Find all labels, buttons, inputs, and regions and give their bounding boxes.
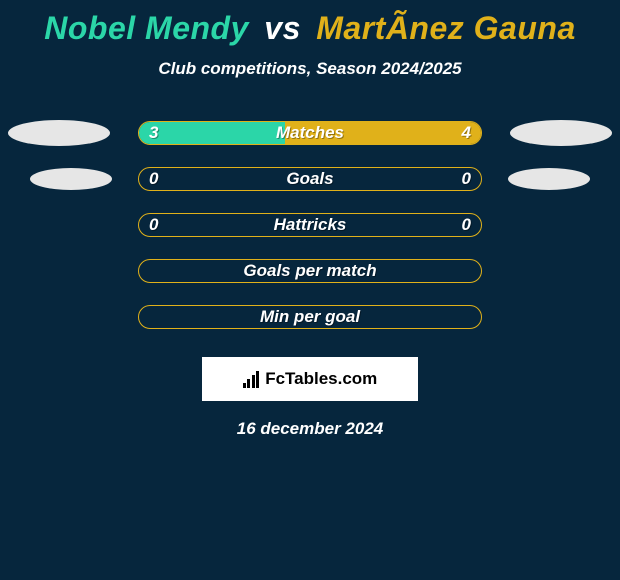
stat-row: Goals per match xyxy=(0,259,620,283)
page-title: Nobel Mendy vs MartÃ­nez Gauna xyxy=(0,0,620,47)
player-left-name: Nobel Mendy xyxy=(44,10,249,46)
player-right-name: MartÃ­nez Gauna xyxy=(316,10,575,46)
club-badge-left xyxy=(8,120,110,146)
stat-bar: 00Hattricks xyxy=(138,213,482,237)
stat-row: Min per goal xyxy=(0,305,620,329)
stat-label: Hattricks xyxy=(139,214,481,236)
stat-row: 00Goals xyxy=(0,167,620,191)
stat-label: Goals xyxy=(139,168,481,190)
stat-label: Min per goal xyxy=(139,306,481,328)
bar-chart-icon xyxy=(243,370,260,388)
subtitle: Club competitions, Season 2024/2025 xyxy=(0,59,620,79)
stat-label: Matches xyxy=(139,122,481,144)
stat-bar: 00Goals xyxy=(138,167,482,191)
stats-list: 34Matches 00Goals 00Hattricks Goals per mat… xyxy=(0,121,620,329)
footer-text: FcTables.com xyxy=(265,369,377,389)
stat-bar: Min per goal xyxy=(138,305,482,329)
stat-bar: 34Matches xyxy=(138,121,482,145)
comparison-card: Nobel Mendy vs MartÃ­nez Gauna Club comp… xyxy=(0,0,620,580)
stat-row: 34Matches xyxy=(0,121,620,145)
footer-attribution: FcTables.com xyxy=(202,357,418,401)
club-badge-left xyxy=(30,168,112,190)
vs-text: vs xyxy=(264,10,301,46)
stat-bar: Goals per match xyxy=(138,259,482,283)
club-badge-right xyxy=(510,120,612,146)
club-badge-right xyxy=(508,168,590,190)
date-text: 16 december 2024 xyxy=(0,419,620,439)
stat-label: Goals per match xyxy=(139,260,481,282)
stat-row: 00Hattricks xyxy=(0,213,620,237)
